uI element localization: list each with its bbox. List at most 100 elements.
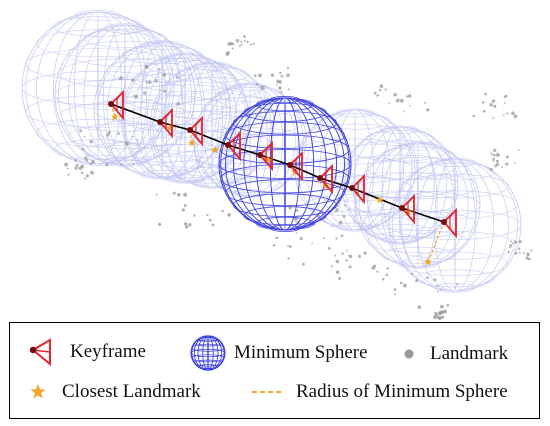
landmark-dot <box>334 210 337 213</box>
closest-landmark-star <box>211 145 219 154</box>
landmark-dot <box>407 94 412 98</box>
landmark-dot <box>433 315 438 320</box>
landmark-dot <box>83 177 87 180</box>
legend-radius: Radius of Minimum Sphere <box>250 381 508 403</box>
landmark-dot <box>176 101 180 106</box>
landmark-dot <box>243 35 246 38</box>
landmark-dot <box>81 147 84 151</box>
landmark-dot <box>505 162 509 166</box>
landmark-dot <box>348 265 352 269</box>
landmark-dot <box>85 174 90 178</box>
landmark-dot <box>144 64 149 69</box>
landmark-dot <box>518 240 521 243</box>
landmark-dot <box>437 316 442 320</box>
landmark-dot <box>301 262 305 266</box>
landmark-dot <box>90 170 94 175</box>
landmark-dot <box>472 114 476 118</box>
landmark-dot <box>406 95 409 98</box>
landmark-dot <box>243 39 246 42</box>
landmark-dot <box>426 108 430 112</box>
landmark-dot <box>433 278 437 282</box>
landmark-dot <box>334 254 337 257</box>
landmark-dot <box>518 149 520 152</box>
bounding-sphere <box>355 141 481 269</box>
closest-landmark-star <box>188 138 196 147</box>
landmark-dot <box>238 45 241 48</box>
landmark-dot <box>66 167 69 170</box>
landmark-dot <box>493 104 497 108</box>
keyframe-marker <box>317 163 333 195</box>
landmark-dot <box>490 152 493 155</box>
landmark-dot <box>501 165 504 168</box>
landmark-dot <box>106 133 110 137</box>
landmark-dot <box>481 101 485 104</box>
landmark-dot <box>176 192 181 197</box>
landmark-dot <box>340 234 344 238</box>
landmark-dot <box>118 77 122 81</box>
landmark-dot <box>507 250 510 253</box>
landmark-dot <box>280 74 284 78</box>
landmark-dot <box>132 135 134 138</box>
star-icon <box>30 384 46 399</box>
legend-min-sphere: Minimum Sphere <box>188 333 368 373</box>
landmark-dot <box>399 281 403 285</box>
landmark-dot <box>530 249 533 252</box>
landmark-dot <box>492 117 495 120</box>
landmark-dot <box>426 276 429 279</box>
landmark-dot <box>528 257 531 261</box>
landmark-dot <box>175 75 179 79</box>
landmark-dot <box>510 240 512 243</box>
landmark-dot <box>105 163 109 167</box>
landmark-dot <box>120 163 123 166</box>
keyframe-marker <box>349 173 365 205</box>
landmark-dot <box>513 114 518 119</box>
landmark-dot <box>227 213 231 217</box>
landmark-dot <box>348 208 350 211</box>
landmark-dot <box>295 209 299 212</box>
landmark-dot <box>260 85 265 90</box>
landmark-dot <box>134 94 139 99</box>
landmark-dot <box>287 257 290 260</box>
landmark-dot <box>117 132 120 135</box>
landmark-dot <box>509 244 513 247</box>
landmark-dot <box>158 67 161 71</box>
landmark-dot <box>338 220 343 225</box>
landmark-dot <box>491 99 496 103</box>
closest-landmark-star <box>264 155 272 164</box>
landmark-dot <box>211 223 215 227</box>
landmark-dot <box>131 78 135 82</box>
landmark-dot <box>288 206 292 210</box>
landmark-dot <box>295 232 298 234</box>
landmark-dot <box>482 109 486 113</box>
trajectory-line <box>110 103 445 223</box>
landmark-dot <box>240 43 243 46</box>
landmark-dot <box>456 283 459 286</box>
closest-landmark-star <box>166 123 174 132</box>
landmark-dot <box>378 88 382 92</box>
landmark-dot <box>335 270 340 275</box>
landmark-dot <box>338 276 342 280</box>
landmark-dot <box>287 245 289 247</box>
landmark-dot <box>331 225 334 228</box>
minimum-sphere <box>218 96 352 232</box>
keyframe-marker <box>257 140 273 172</box>
landmark-dot <box>163 89 167 93</box>
landmark-dot <box>270 73 275 77</box>
legend-radius-label: Radius of Minimum Sphere <box>296 381 508 402</box>
landmark-dot <box>415 279 419 283</box>
landmark-dot <box>399 98 404 103</box>
landmark-dot <box>496 162 500 166</box>
landmark-dot <box>522 252 525 255</box>
landmark-dot <box>349 254 353 259</box>
legend-keyframe-label: Keyframe <box>70 341 146 362</box>
landmark-dot <box>278 86 282 90</box>
landmark-dot <box>511 111 515 116</box>
landmark-dot <box>341 252 344 255</box>
landmark-dot <box>330 265 333 268</box>
landmark-dot <box>249 43 252 46</box>
landmark-dot <box>162 72 167 77</box>
keyframe-trajectory <box>110 103 445 223</box>
landmark-dot <box>311 242 314 245</box>
keyframe-marker <box>399 193 415 225</box>
landmark-dot <box>440 288 443 291</box>
